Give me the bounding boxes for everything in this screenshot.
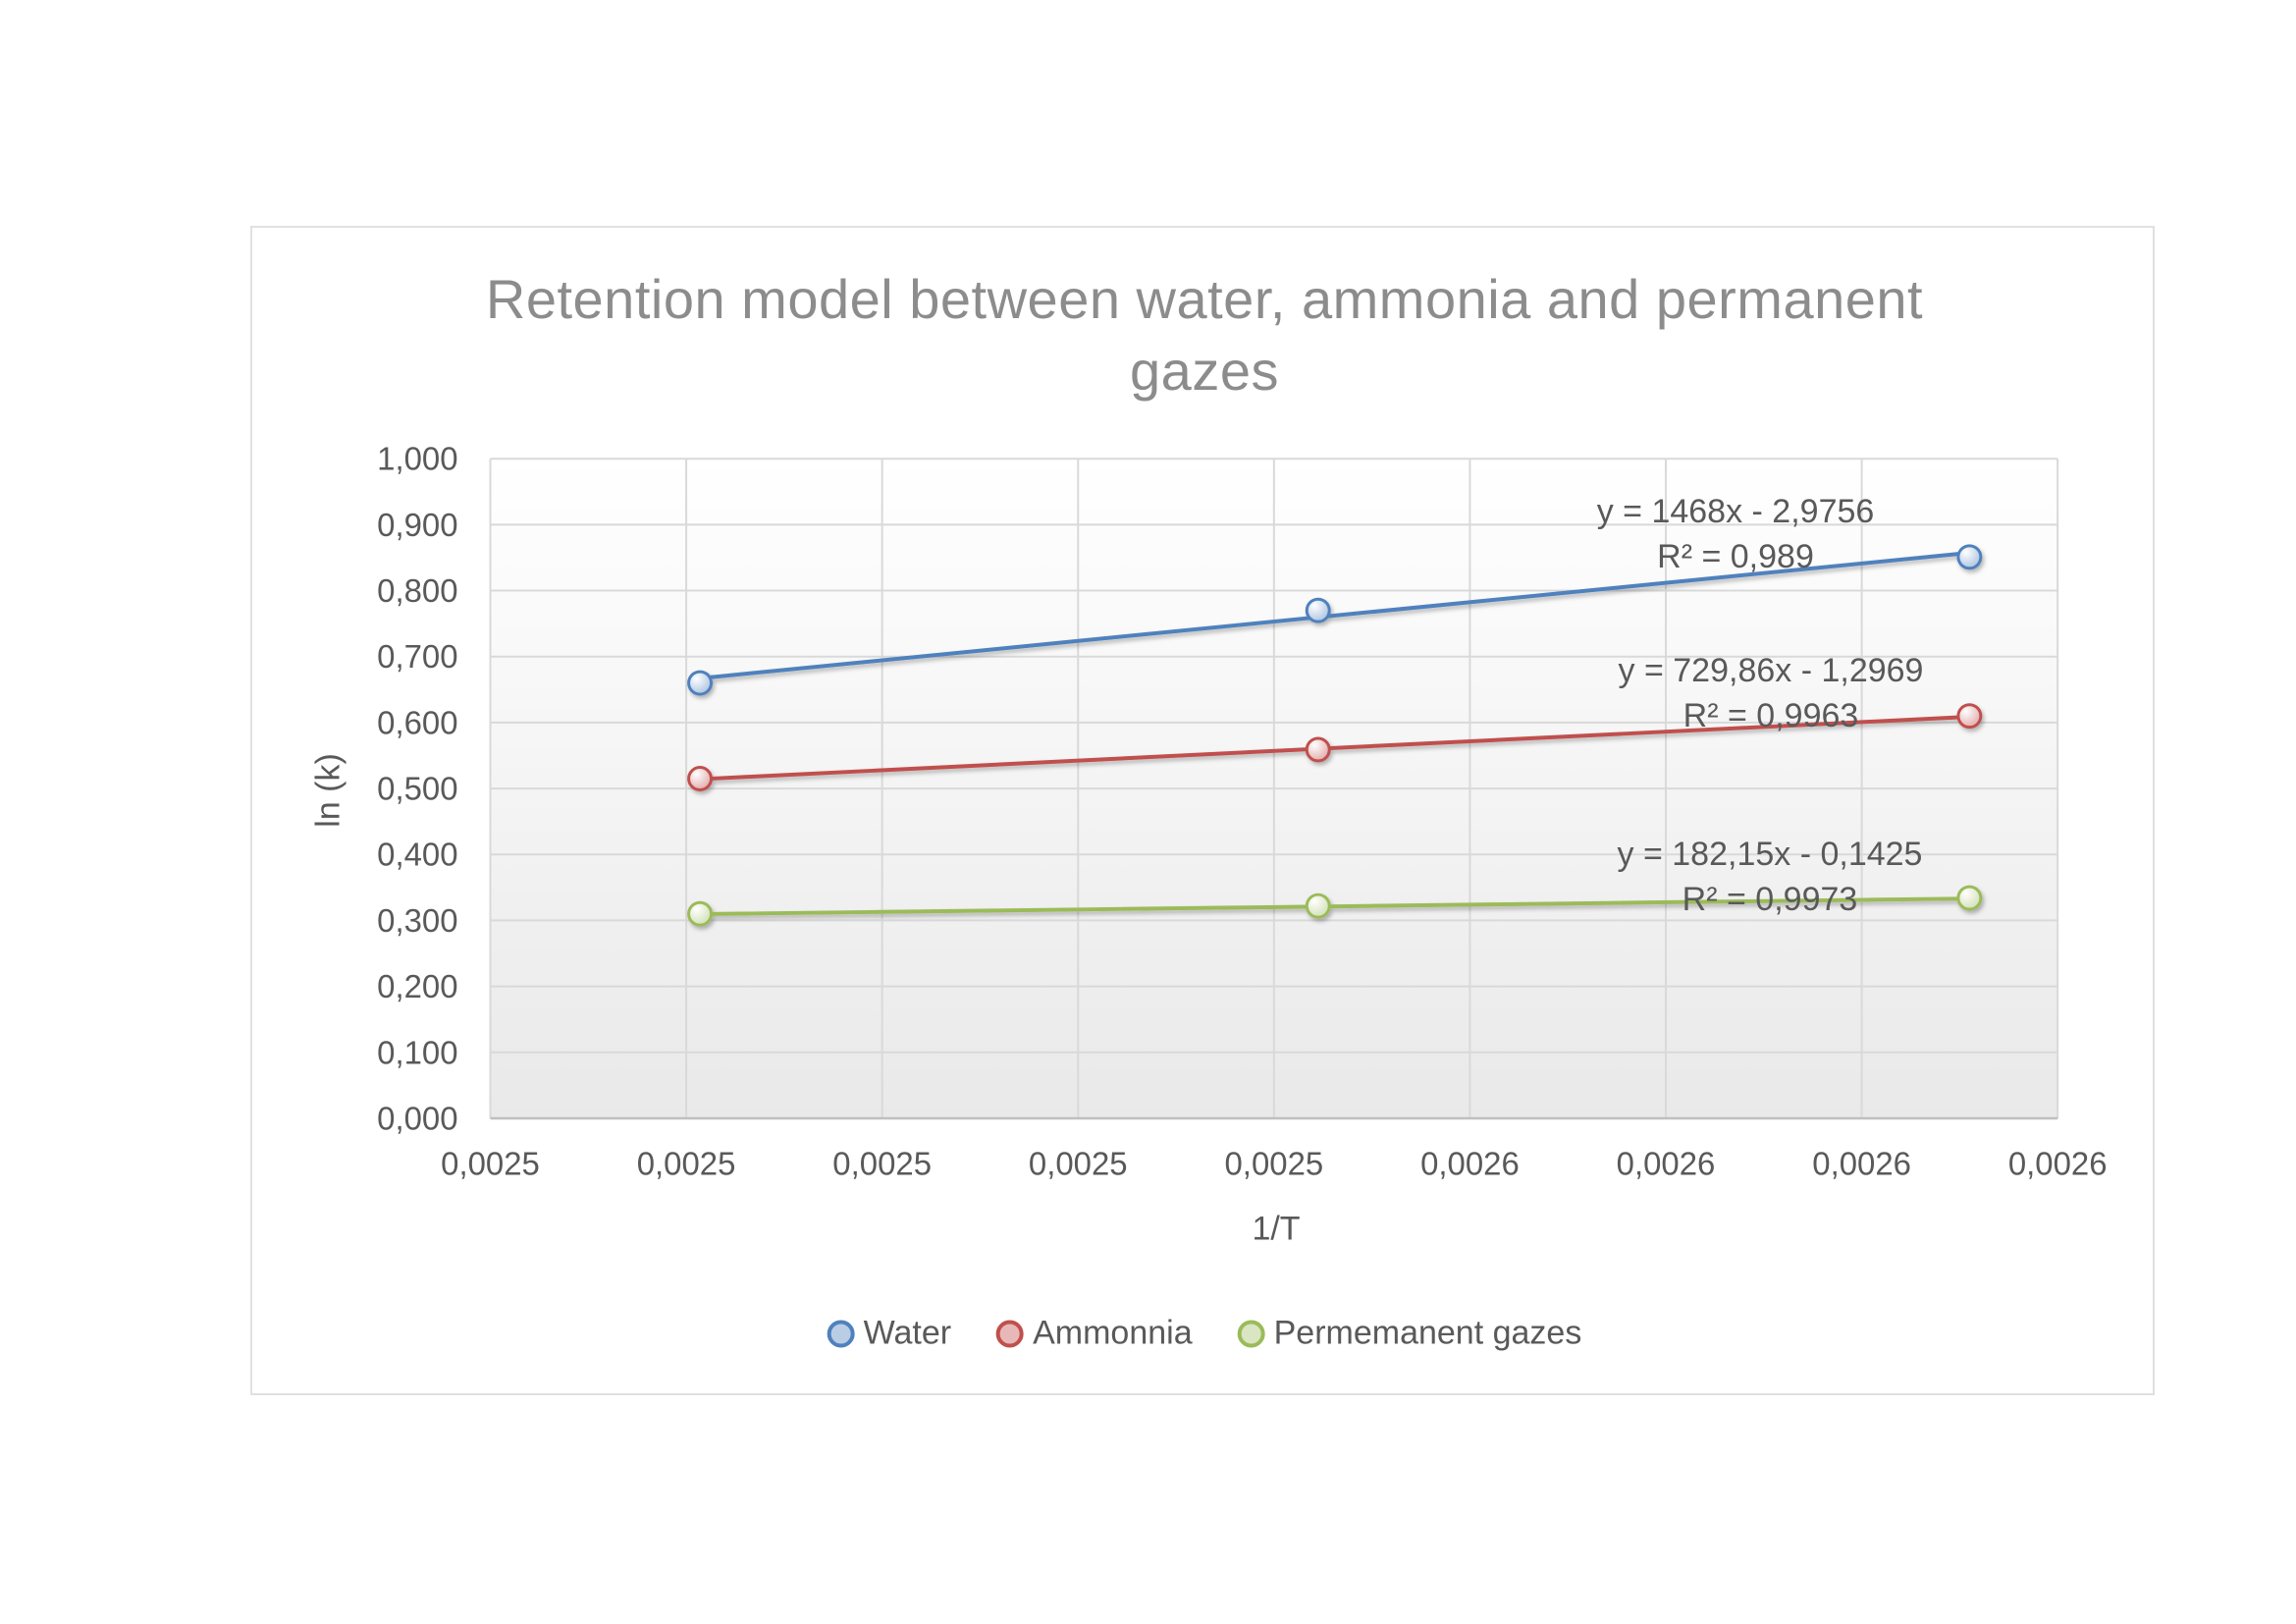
y-tick-label: 0,600 — [377, 704, 457, 740]
r-squared-text: R² = 0,9973 — [1682, 881, 1858, 918]
data-point-ammonnia — [687, 766, 714, 791]
x-tick-label: 0,0026 — [1617, 1145, 1716, 1181]
data-point-permemanent-gazes — [1956, 885, 1983, 911]
trendline-equation-water: y = 1468x - 2,9756 R² = 0,989 — [1597, 489, 1875, 579]
y-tick-labels: 0,000 0,100 0,200 0,300 0,400 0,500 0,600 0,700… — [377, 441, 457, 1137]
legend-item-ammonia: Ammonnia — [996, 1315, 1193, 1353]
equation-text: y = 729,86x - 1,2969 — [1618, 652, 1924, 689]
x-tick-label: 0,0025 — [441, 1145, 540, 1181]
data-point-permemanent-gazes — [1305, 893, 1331, 919]
y-tick-label: 0,000 — [377, 1100, 457, 1136]
y-tick-label: 0,800 — [377, 572, 457, 609]
legend-label: Ammonnia — [1033, 1314, 1193, 1352]
plot-svg: 0,000 0,100 0,200 0,300 0,400 0,500 0,600 0,700… — [377, 441, 2107, 1182]
y-tick-label: 0,100 — [377, 1034, 457, 1070]
x-tick-label: 0,0025 — [832, 1145, 932, 1181]
y-tick-label: 0,900 — [377, 507, 457, 543]
data-point-water — [687, 670, 714, 696]
gridlines — [489, 458, 2059, 1119]
series-water — [687, 544, 1983, 696]
legend-item-permanent-gazes: Permemanent gazes — [1237, 1314, 1582, 1353]
trendline-equation-ammonia: y = 729,86x - 1,2969 R² = 0,9963 — [1619, 648, 1924, 738]
equation-text: y = 182,15x - 0,1425 — [1617, 836, 1923, 873]
trendline-permemanent-gazes — [698, 896, 1972, 917]
x-tick-label: 0,0026 — [1420, 1145, 1520, 1181]
y-tick-label: 0,200 — [377, 968, 457, 1004]
ammonia-marker-icon — [996, 1320, 1025, 1347]
data-point-water — [1956, 544, 1983, 570]
y-tick-label: 0,300 — [377, 902, 457, 939]
data-point-ammonnia — [1305, 736, 1331, 763]
data-point-water — [1305, 597, 1331, 623]
x-tick-label: 0,0025 — [637, 1145, 736, 1181]
x-tick-label: 0,0026 — [1812, 1145, 1911, 1181]
legend-item-water: Water — [827, 1314, 952, 1353]
equation-text: y = 1468x - 2,9756 — [1596, 493, 1875, 530]
y-axis-title: ln (k) — [309, 753, 347, 828]
legend-label: Permemanent gazes — [1273, 1314, 1582, 1352]
x-axis-title: 1/T — [1252, 1210, 1301, 1248]
permanent-gazes-marker-icon — [1237, 1320, 1265, 1347]
r-squared-text: R² = 0,989 — [1657, 538, 1814, 575]
series-permemanent-gazes — [687, 885, 1983, 927]
y-tick-label: 1,000 — [377, 441, 457, 477]
data-point-ammonnia — [1956, 703, 1983, 730]
chart-frame: Retention model between water, ammonia a… — [250, 226, 2155, 1395]
trendline-ammonnia — [698, 715, 1972, 782]
trendline-equation-permanent-gazes: y = 182,15x - 0,1425 R² = 0,9973 — [1618, 832, 1923, 922]
x-tick-label: 0,0026 — [2008, 1145, 2108, 1181]
legend: Water Ammonnia Permemanent gazes — [827, 1314, 1582, 1353]
y-tick-label: 0,500 — [377, 771, 457, 807]
legend-label: Water — [863, 1314, 952, 1352]
x-tick-labels: 0,0025 0,0025 0,0025 0,0025 0,0025 0,0026 0,00… — [441, 1145, 2107, 1181]
r-squared-text: R² = 0,9963 — [1682, 697, 1859, 734]
x-tick-label: 0,0025 — [1029, 1145, 1128, 1181]
series-ammonnia — [687, 703, 1983, 791]
water-marker-icon — [827, 1320, 855, 1347]
data-point-permemanent-gazes — [687, 900, 714, 927]
y-tick-label: 0,400 — [377, 837, 457, 873]
trendline-water — [698, 551, 1972, 680]
chart-title: Retention model between water, ammonia a… — [485, 268, 1924, 402]
x-tick-label: 0,0025 — [1224, 1145, 1323, 1181]
y-tick-label: 0,700 — [377, 638, 457, 675]
